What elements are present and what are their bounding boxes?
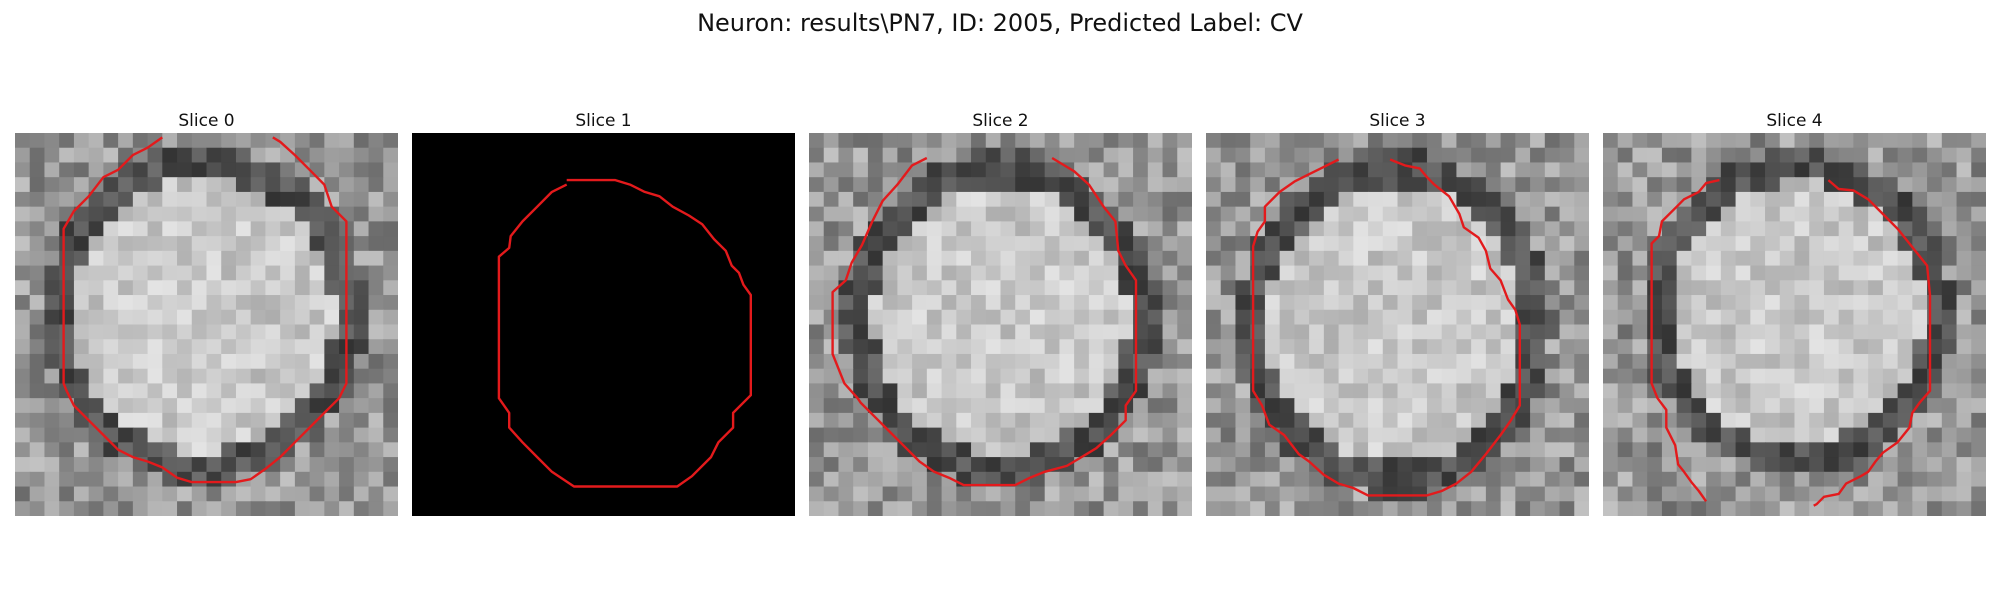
contour-line: [62, 136, 348, 484]
contour-line: [497, 178, 752, 488]
slice-image: [412, 133, 795, 516]
pixel-grid: [15, 133, 398, 516]
contour-line: [1813, 179, 1932, 507]
slice-image: [809, 133, 1192, 516]
slice-title: Slice 4: [1766, 111, 1823, 131]
pixel-grid: [1206, 133, 1589, 516]
slice-title: Slice 3: [1369, 111, 1426, 131]
slice-title: Slice 0: [178, 111, 235, 131]
slice-panel-0: Slice 0: [15, 110, 398, 516]
slice-title: Slice 1: [575, 111, 632, 131]
pixel-grid: [809, 133, 1192, 516]
contour-line: [831, 156, 1138, 487]
slice-panel-1: Slice 1: [412, 110, 795, 516]
slice-title: Slice 2: [972, 111, 1029, 131]
slice-image: [1206, 133, 1589, 516]
contour-line: [1650, 178, 1720, 502]
pixel-grid: [1603, 133, 1986, 516]
slice-panel-3: Slice 3: [1206, 110, 1589, 516]
slice-panel-4: Slice 4: [1603, 110, 1986, 516]
figure-title: Neuron: results\PN7, ID: 2005, Predicted…: [697, 9, 1303, 37]
pixel-grid: [412, 133, 795, 516]
contour-line: [1251, 158, 1521, 497]
slice-image: [15, 133, 398, 516]
slice-image: [1603, 133, 1986, 516]
slice-panel-2: Slice 2: [809, 110, 1192, 516]
